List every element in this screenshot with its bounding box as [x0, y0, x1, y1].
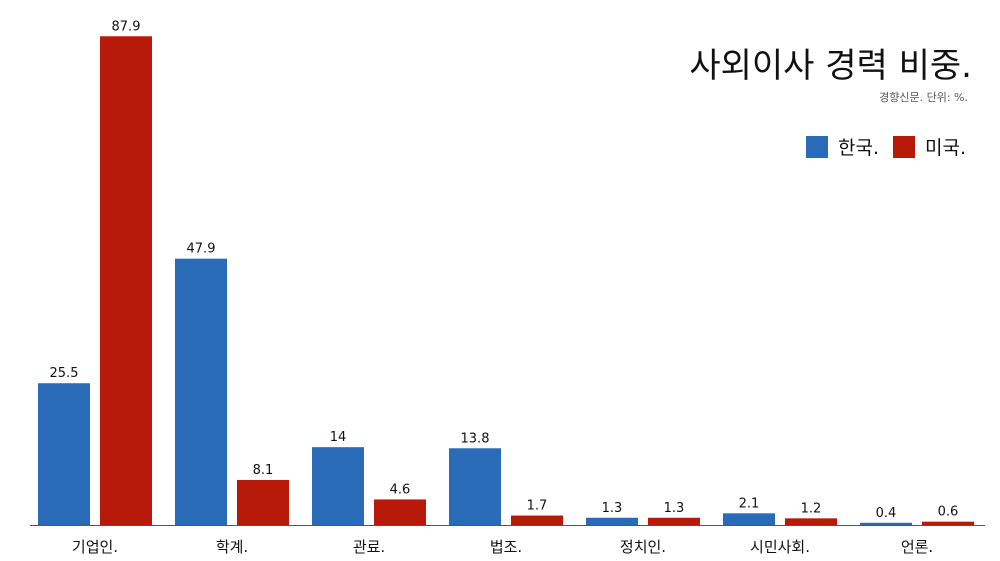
value-label-corporate-usa: 87.9	[112, 19, 141, 34]
value-label-bureaucrat-korea: 14	[330, 430, 347, 445]
category-labels-group: 기업인. 학계. 관료. 법조. 정치인. 시민사회. 언론.	[72, 538, 933, 556]
value-label-civil-society-korea: 2.1	[739, 496, 760, 511]
bar-academia-usa	[237, 479, 289, 525]
bar-bureaucrat-korea	[312, 447, 364, 525]
bar-corporate-korea	[38, 383, 90, 525]
value-label-civil-society-usa: 1.2	[801, 501, 822, 516]
bar-legal-korea	[449, 448, 501, 525]
chart-subtitle: 경향신문. 단위: %.	[879, 91, 968, 104]
bar-politician-korea	[586, 517, 638, 525]
value-label-politician-korea: 1.3	[602, 501, 623, 516]
bar-corporate-usa	[100, 36, 152, 525]
category-label-academia: 학계.	[216, 538, 248, 556]
category-label-media: 언론.	[901, 538, 933, 556]
value-label-bureaucrat-usa: 4.6	[390, 482, 411, 497]
legend-label-korea: 한국.	[838, 137, 879, 159]
bar-bureaucrat-usa	[374, 499, 426, 525]
value-label-politician-usa: 1.3	[664, 501, 685, 516]
value-label-legal-korea: 13.8	[461, 431, 490, 446]
legend-item-korea: 한국.	[806, 133, 879, 160]
bar-media-korea	[860, 522, 912, 525]
value-label-legal-usa: 1.7	[527, 499, 548, 514]
bar-politician-usa	[648, 517, 700, 525]
bar-civil-society-usa	[785, 518, 837, 525]
value-label-media-korea: 0.4	[876, 506, 897, 521]
bar-academia-korea	[175, 258, 227, 525]
bar-legal-usa	[511, 515, 563, 525]
category-label-bureaucrat: 관료.	[353, 538, 385, 556]
legend-swatch-korea	[806, 135, 828, 158]
legend-swatch-usa	[893, 135, 915, 158]
bar-civil-society-korea	[723, 513, 775, 525]
legend-item-usa: 미국.	[893, 133, 966, 160]
chart-title: 사외이사 경력 비중.	[689, 46, 972, 86]
value-label-academia-korea: 47.9	[187, 242, 216, 257]
bar-media-usa	[922, 521, 974, 525]
category-label-civil-society: 시민사회.	[750, 538, 810, 556]
value-labels-group: 25.5 87.9 47.9 8.1 14 4.6 13.8 1.7 1.3 1.3 2.1 1.2 0…	[50, 19, 959, 521]
value-label-corporate-korea: 25.5	[50, 366, 79, 381]
bars-group	[38, 36, 974, 525]
category-label-corporate: 기업인.	[72, 538, 118, 556]
value-label-academia-usa: 8.1	[253, 463, 274, 478]
value-label-media-usa: 0.6	[938, 505, 959, 520]
category-label-politician: 정치인.	[620, 538, 666, 556]
legend: 한국. 미국.	[792, 133, 966, 160]
category-label-legal: 법조.	[490, 538, 522, 556]
legend-label-usa: 미국.	[925, 137, 966, 159]
